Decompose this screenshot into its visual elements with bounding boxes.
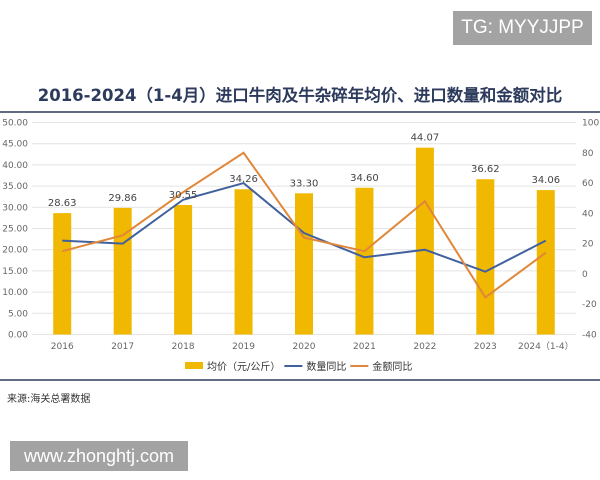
x-tick-label: 2018 [172, 342, 195, 352]
left-tick-label: 15.00 [2, 267, 28, 277]
data-label: 30.55 [169, 190, 198, 201]
legend-label: 均价（元/公斤） [207, 361, 280, 373]
bar-2016 [53, 213, 72, 335]
left-tick-label: 0.00 [8, 331, 28, 341]
bar-2024（1-4） [536, 190, 555, 335]
right-tick-label: 40 [582, 209, 594, 219]
right-tick-label: 100 [582, 119, 599, 129]
data-label: 34.26 [229, 174, 258, 185]
x-tick-label: 2016 [51, 342, 74, 352]
left-tick-label: 50.00 [2, 119, 28, 129]
x-tick-label: 2021 [353, 342, 376, 352]
x-tick-label: 2022 [413, 342, 436, 352]
left-tick-label: 10.00 [2, 288, 28, 298]
data-label: 44.07 [411, 133, 440, 144]
bar-2020 [295, 193, 313, 335]
source-note: 来源:海关总署数据 [7, 394, 91, 405]
bar-2018 [174, 204, 193, 335]
left-tick-label: 35.00 [2, 182, 28, 192]
bar-2021 [355, 187, 374, 335]
data-label: 29.86 [108, 193, 137, 204]
bar-2023 [476, 179, 495, 335]
bar-2022 [415, 147, 434, 335]
chart-title: 2016-2024（1-4月）进口牛肉及牛杂碎年均价、进口数量和金额对比 [37, 86, 563, 105]
right-tick-label: 0 [582, 270, 588, 280]
left-tick-label: 5.00 [8, 309, 28, 319]
data-label: 34.60 [350, 173, 379, 184]
top-watermark: TG: MYYJJPP [453, 11, 592, 45]
data-label: 28.63 [48, 198, 77, 209]
left-tick-label: 25.00 [2, 225, 28, 235]
x-tick-label: 2023 [474, 342, 497, 352]
right-tick-label: -40 [582, 331, 597, 341]
x-tick-label: 2020 [293, 342, 316, 352]
bar-2017 [113, 207, 132, 335]
bottom-watermark: www.zhonghtj.com [10, 441, 188, 471]
bar-2019 [234, 189, 253, 335]
left-tick-label: 20.00 [2, 246, 28, 256]
right-tick-label: -20 [582, 300, 597, 310]
left-tick-label: 45.00 [2, 140, 28, 150]
legend-label: 数量同比 [306, 360, 346, 373]
right-tick-label: 80 [582, 149, 594, 159]
data-label: 34.06 [531, 175, 560, 186]
left-tick-label: 40.00 [2, 161, 28, 171]
x-tick-label: 2019 [232, 342, 255, 352]
data-label: 36.62 [471, 164, 500, 175]
x-tick-label: 2017 [111, 342, 134, 352]
chart: 0.00 5.00 10.00 15.00 20.00 25.00 30.00 35.00 40… [0, 111, 600, 381]
legend-label: 金额同比 [372, 360, 412, 373]
left-tick-label: 30.00 [2, 203, 28, 213]
right-tick-label: 60 [582, 179, 594, 189]
right-tick-label: 20 [582, 240, 594, 250]
legend-swatch [185, 362, 203, 369]
x-tick-label: 2024（1-4） [518, 341, 574, 352]
data-label: 33.30 [290, 178, 319, 189]
